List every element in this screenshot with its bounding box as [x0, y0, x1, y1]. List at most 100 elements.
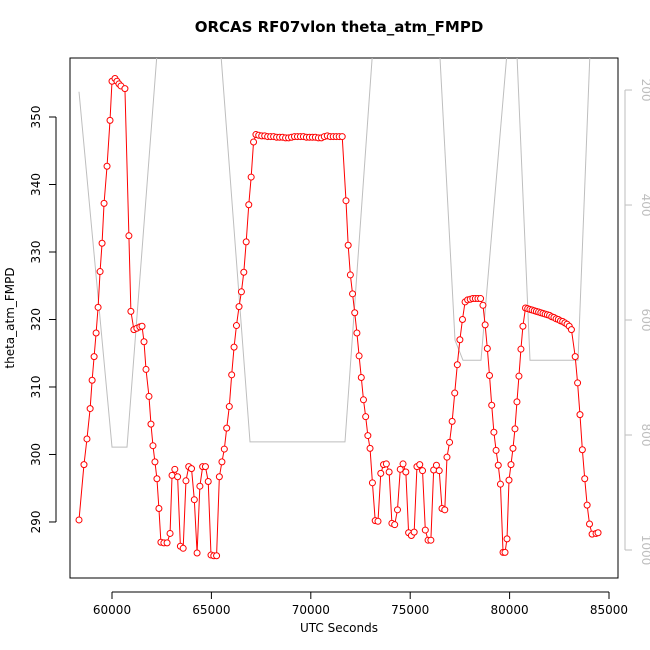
data-point	[140, 338, 148, 346]
data-point	[346, 271, 354, 279]
data-point	[168, 471, 176, 479]
data-point	[247, 173, 255, 181]
data-point	[435, 467, 443, 475]
data-point	[242, 238, 250, 246]
plot-frame	[69, 57, 619, 579]
data-point	[100, 199, 108, 207]
data-point	[171, 465, 179, 473]
data-point	[483, 345, 491, 353]
data-point	[574, 379, 582, 387]
secondary-line	[78, 58, 591, 448]
data-point	[517, 345, 525, 353]
data-point	[519, 322, 527, 330]
data-point	[225, 403, 233, 411]
data-point	[204, 477, 212, 485]
data-point	[453, 361, 461, 369]
y2-tick-label: 800	[639, 424, 650, 447]
plot-area	[75, 58, 602, 560]
data-point	[481, 321, 489, 329]
data-point	[399, 460, 407, 468]
data-point	[80, 461, 88, 469]
data-point	[188, 465, 196, 473]
y2-tick-label: 600	[639, 309, 650, 332]
data-point	[366, 444, 374, 452]
data-point	[448, 417, 456, 425]
data-point	[201, 463, 209, 471]
data-point	[576, 411, 584, 419]
data-point	[353, 329, 361, 337]
data-point	[402, 468, 410, 476]
data-line	[78, 77, 599, 557]
data-point	[86, 405, 94, 413]
data-point	[90, 353, 98, 361]
data-point	[416, 461, 424, 469]
data-point	[513, 398, 521, 406]
data-point	[250, 138, 258, 146]
data-point	[507, 461, 515, 469]
data-point	[155, 504, 163, 512]
data-point	[583, 501, 591, 509]
data-point	[106, 116, 114, 124]
data-point	[213, 552, 221, 560]
y-tick-label: 300	[29, 443, 43, 466]
y-tick-label: 340	[29, 173, 43, 196]
data-point	[228, 371, 236, 379]
data-point	[149, 442, 157, 450]
data-point	[223, 424, 231, 432]
data-point	[153, 475, 161, 483]
data-point	[83, 435, 91, 443]
data-point	[432, 461, 440, 469]
y2-tick-label: 200	[639, 79, 650, 102]
data-point	[456, 336, 464, 344]
y-axis-label: theta_atm_FMPD	[3, 267, 17, 368]
y-tick-label: 350	[29, 106, 43, 129]
data-point	[511, 425, 519, 433]
data-point	[344, 241, 352, 249]
data-point	[509, 444, 517, 452]
data-point	[503, 535, 511, 543]
data-point	[182, 477, 190, 485]
data-point	[92, 329, 100, 337]
data-point	[490, 428, 498, 436]
data-point	[230, 343, 238, 351]
data-point	[494, 461, 502, 469]
data-point	[196, 482, 204, 490]
data-point	[451, 389, 459, 397]
data-point	[486, 372, 494, 380]
data-point	[190, 496, 198, 504]
data-point	[218, 458, 226, 466]
data-point	[96, 268, 104, 276]
x-tick-label: 60000	[93, 603, 131, 617]
data-point	[515, 372, 523, 380]
data-point	[355, 352, 363, 360]
data-point	[586, 520, 594, 528]
data-point	[174, 473, 182, 481]
chart-title: ORCAS RF07vlon theta_atm_FMPD	[195, 18, 484, 36]
data-point	[594, 529, 602, 537]
y-tick-label: 330	[29, 241, 43, 264]
data-point	[75, 516, 83, 524]
data-point	[391, 521, 399, 529]
data-point	[147, 420, 155, 428]
data-point	[215, 473, 223, 481]
data-point	[88, 376, 96, 384]
data-point	[362, 413, 370, 421]
x-tick-label: 65000	[192, 603, 230, 617]
data-point	[421, 526, 429, 534]
data-point	[581, 475, 589, 483]
data-point	[396, 465, 404, 473]
data-point	[368, 479, 376, 487]
y2-tick-label: 400	[639, 194, 650, 217]
data-point	[342, 197, 350, 205]
data-point	[232, 322, 240, 330]
data-point	[505, 476, 513, 484]
data-point	[166, 529, 174, 537]
data-point	[245, 201, 253, 209]
data-point	[338, 133, 346, 141]
data-point	[138, 322, 146, 330]
x-tick-label: 85000	[590, 603, 628, 617]
data-point	[443, 453, 451, 461]
data-point	[410, 528, 418, 536]
